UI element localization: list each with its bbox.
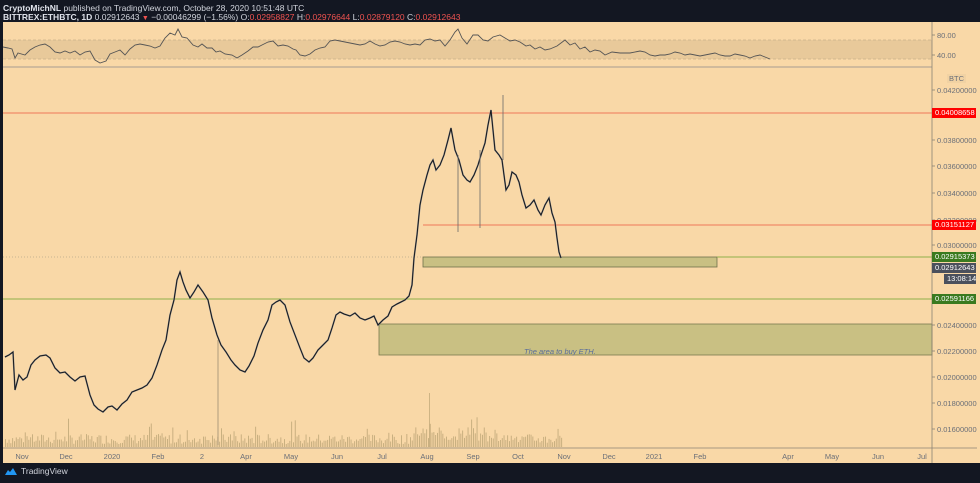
buy-zone-lower bbox=[378, 323, 933, 356]
price-axis-label: 0.02000000 bbox=[937, 373, 977, 382]
high-label: H: bbox=[296, 12, 306, 22]
time-axis-label: Nov bbox=[15, 452, 29, 461]
time-axis-label: Jun bbox=[330, 452, 344, 461]
chart-area[interactable] bbox=[3, 22, 980, 463]
time-axis-label: Dec bbox=[59, 452, 73, 461]
time-axis-label: Apr bbox=[240, 452, 252, 461]
support-upper-tag: 0.02915373 bbox=[932, 252, 976, 262]
time-axis-label: Sep bbox=[466, 452, 480, 461]
time-axis-label: 2 bbox=[199, 452, 205, 461]
rsi-line bbox=[2, 27, 771, 64]
time-axis-label: Jun bbox=[871, 452, 885, 461]
volume-bars bbox=[5, 393, 563, 447]
time-axis-label: Jul bbox=[377, 452, 387, 461]
price-axis-label: 0.01800000 bbox=[937, 399, 977, 408]
time-axis-label: 2021 bbox=[645, 452, 663, 461]
rsi-band bbox=[3, 40, 932, 59]
open-value: 0.02958827 bbox=[249, 12, 295, 22]
time-axis-label: Aug bbox=[420, 452, 434, 461]
time-axis-label: 2020 bbox=[103, 452, 121, 461]
price-axis-ticks bbox=[932, 34, 935, 430]
resistance-high-tag: 0.04008658 bbox=[932, 108, 976, 118]
buy-zone-annotation: The area to buy ETH. bbox=[524, 347, 596, 356]
time-axis-label: Feb bbox=[693, 452, 707, 461]
price-axis-label: 0.03400000 bbox=[937, 189, 977, 198]
time-axis-label: May bbox=[824, 452, 840, 461]
brand-name[interactable]: TradingView bbox=[21, 466, 68, 476]
author-name[interactable]: CryptoMichNL bbox=[3, 3, 62, 13]
price-axis-label: 0.03800000 bbox=[937, 136, 977, 145]
time-axis-label: Feb bbox=[151, 452, 165, 461]
price-change: −0.00046299 (−1.56%) bbox=[151, 12, 239, 22]
time-axis-label: May bbox=[283, 452, 299, 461]
high-value: 0.02976644 bbox=[305, 12, 351, 22]
rsi-axis-label: 80.00 bbox=[937, 31, 956, 40]
countdown-tag: 13:08:14 bbox=[944, 274, 976, 284]
price-series bbox=[4, 109, 562, 413]
price-axis-label: 0.04200000 bbox=[937, 86, 977, 95]
time-axis-label: Apr bbox=[782, 452, 794, 461]
time-axis-label: Dec bbox=[602, 452, 616, 461]
rsi-axis-label: 40.00 bbox=[937, 51, 956, 60]
symbol-label: BITTREX:ETHBTC, 1D bbox=[3, 12, 93, 22]
price-axis-label: 0.02400000 bbox=[937, 321, 977, 330]
price-axis-label: 0.03600000 bbox=[937, 162, 977, 171]
time-axis-label: Jul bbox=[917, 452, 927, 461]
open-label: O: bbox=[240, 12, 250, 22]
published-text: published on TradingView.com, October 28… bbox=[63, 3, 305, 13]
footer: TradingView bbox=[4, 466, 68, 476]
resistance-mid-tag: 0.03151127 bbox=[932, 220, 976, 230]
time-axis-label: Nov bbox=[557, 452, 571, 461]
down-arrow-icon: ▼ bbox=[141, 15, 149, 22]
price-unit-label: BTC bbox=[947, 74, 966, 83]
last-price: 0.02912643 bbox=[94, 12, 140, 22]
close-value: 0.02912643 bbox=[415, 12, 461, 22]
price-axis-label: 0.02200000 bbox=[937, 347, 977, 356]
current-price-tag: 0.02912643 bbox=[932, 263, 976, 273]
publish-info: CryptoMichNL published on TradingView.co… bbox=[3, 3, 304, 13]
tradingview-logo-icon bbox=[5, 467, 17, 475]
low-value: 0.02879120 bbox=[359, 12, 405, 22]
price-axis-label: 0.03000000 bbox=[937, 241, 977, 250]
symbol-info: BITTREX:ETHBTC, 1D 0.02912643 ▼ −0.00046… bbox=[3, 12, 460, 22]
low-label: L: bbox=[352, 12, 360, 22]
close-label: C: bbox=[407, 12, 416, 22]
buy-zone-upper bbox=[422, 256, 718, 268]
price-axis-label: 0.01600000 bbox=[937, 425, 977, 434]
time-axis-label: Oct bbox=[512, 452, 524, 461]
support-lower-tag: 0.02591166 bbox=[932, 294, 976, 304]
